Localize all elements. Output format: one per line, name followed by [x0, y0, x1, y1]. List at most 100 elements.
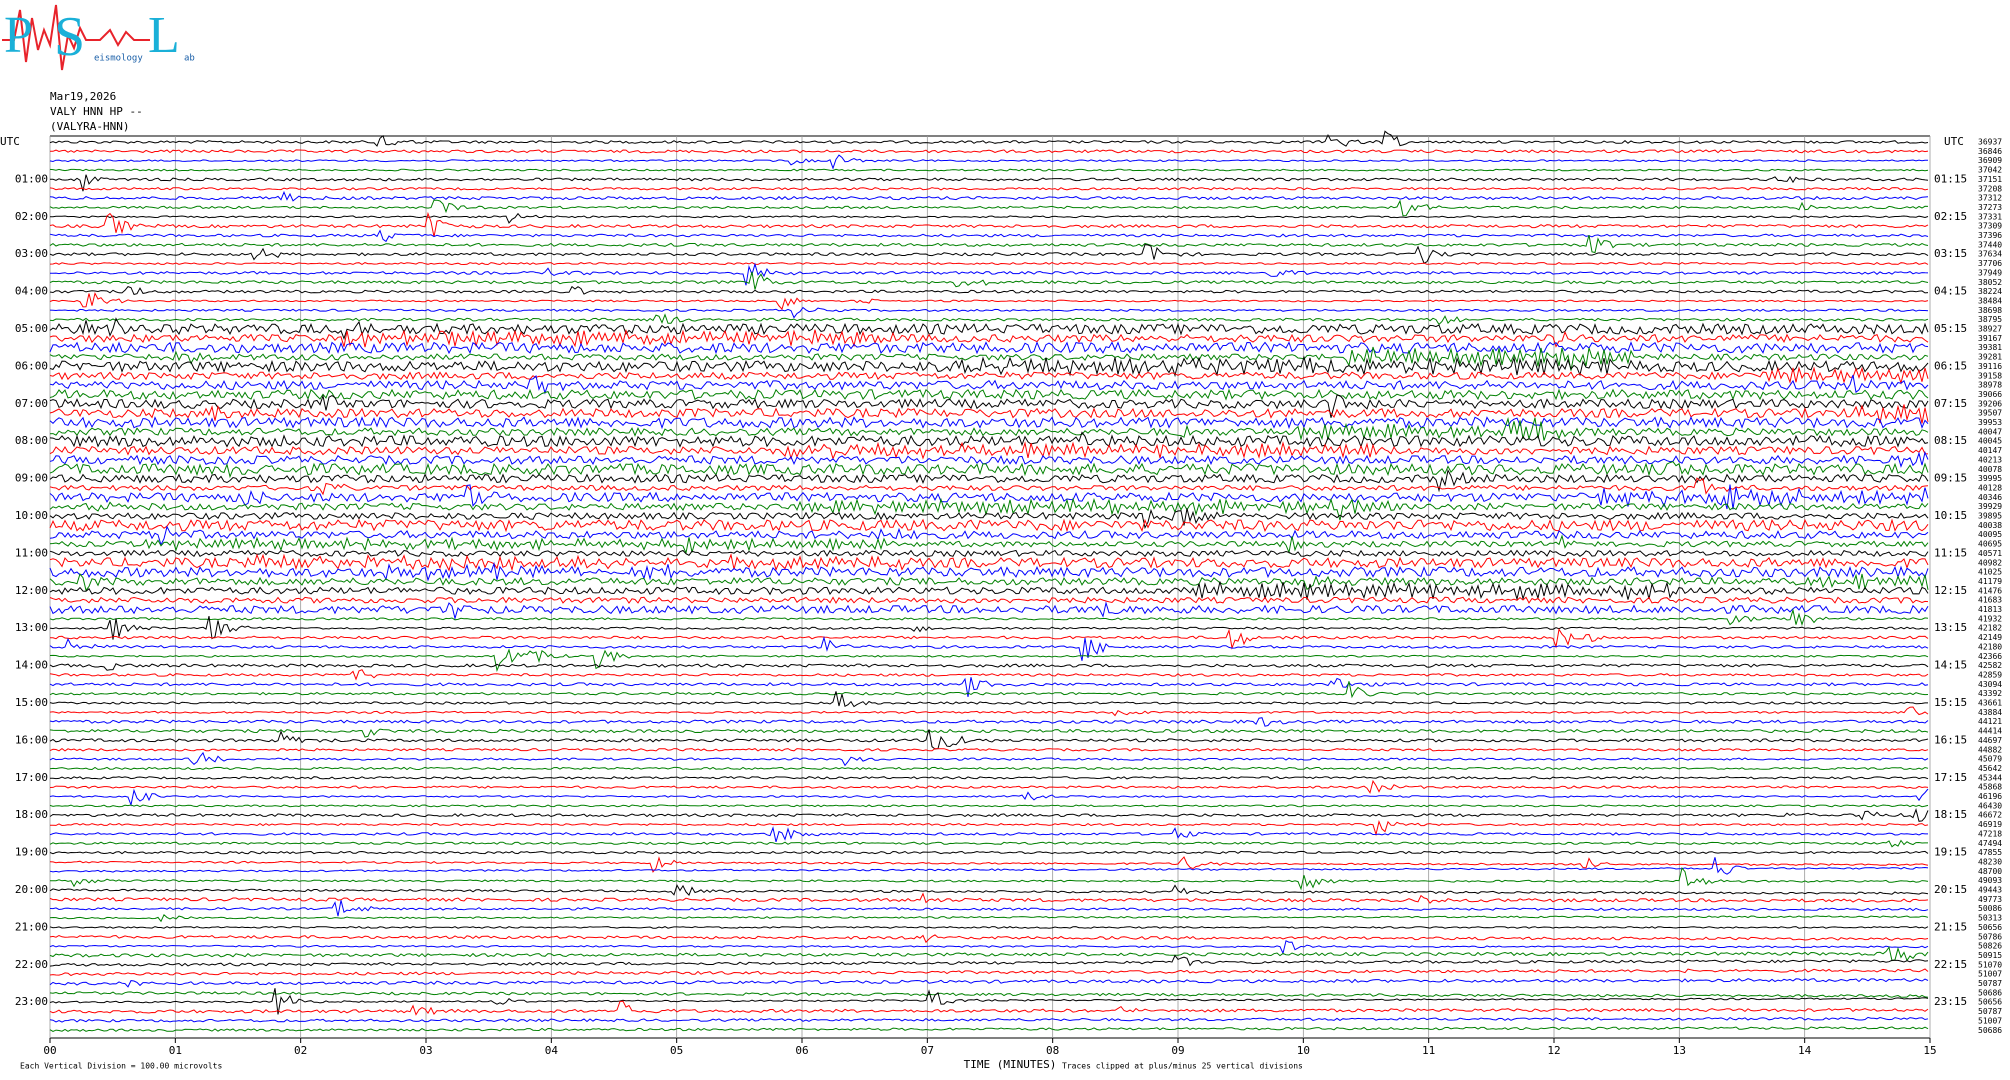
- trace: [49, 234, 1929, 254]
- right-hour-label: 02:15: [1934, 210, 1967, 223]
- x-tick-label: 06: [795, 1044, 808, 1057]
- left-hour-label: 06:00: [15, 359, 48, 372]
- trace: [49, 484, 1929, 510]
- right-hour-label: 11:15: [1934, 546, 1967, 559]
- x-tick-label: 03: [419, 1044, 432, 1057]
- right-hour-label: 22:15: [1934, 958, 1967, 971]
- row-value: 41025: [1978, 568, 2002, 577]
- right-hour-label: 12:15: [1934, 584, 1967, 597]
- row-value: 40128: [1978, 483, 2002, 492]
- row-value: 43661: [1978, 699, 2002, 708]
- trace: [49, 648, 1929, 672]
- row-value: 37440: [1978, 240, 2002, 249]
- row-value: 44697: [1978, 736, 2002, 745]
- trace: [49, 751, 1929, 767]
- trace: [49, 553, 1929, 572]
- x-axis-title: TIME (MINUTES): [964, 1058, 1057, 1071]
- left-hour-label: 02:00: [15, 210, 48, 223]
- row-value: 48700: [1978, 867, 2002, 876]
- row-value: 40346: [1978, 493, 2002, 502]
- left-hour-label: 14:00: [15, 659, 48, 672]
- trace: [49, 892, 1929, 904]
- trace: [49, 313, 1929, 326]
- trace: [49, 669, 1929, 681]
- trace: [49, 416, 1929, 441]
- row-value: 39507: [1978, 409, 2002, 418]
- header-date: Mar19,2026: [50, 90, 116, 103]
- trace: [49, 934, 1929, 944]
- x-tick-label: 00: [43, 1044, 56, 1057]
- right-hour-label: 05:15: [1934, 322, 1967, 335]
- right-hour-label: 23:15: [1934, 995, 1967, 1008]
- trace: [49, 804, 1929, 808]
- trace: [49, 883, 1929, 897]
- x-tick-label: 12: [1547, 1044, 1560, 1057]
- right-hour-label: 01:15: [1934, 172, 1967, 185]
- x-tick-label: 10: [1297, 1044, 1310, 1057]
- left-hour-label: 11:00: [15, 546, 48, 559]
- trace: [49, 663, 1929, 671]
- trace: [49, 728, 1929, 738]
- trace: [49, 450, 1929, 468]
- logo: P S L eismology ab: [2, 4, 195, 71]
- left-hour-label: 20:00: [15, 883, 48, 896]
- left-hour-label: 23:00: [15, 995, 48, 1008]
- left-utc: UTC: [0, 135, 20, 148]
- trace: [49, 477, 1929, 496]
- row-value: 38927: [1978, 325, 2002, 334]
- row-value: 39953: [1978, 418, 2002, 427]
- trace: [49, 913, 1929, 923]
- row-value: 45079: [1978, 755, 2002, 764]
- x-tick-label: 13: [1673, 1044, 1686, 1057]
- row-value: 50086: [1978, 904, 2002, 913]
- row-value: 40147: [1978, 446, 2002, 455]
- x-tick-label: 01: [169, 1044, 182, 1057]
- row-value: 45344: [1978, 773, 2002, 782]
- row-value: 50656: [1978, 923, 2002, 932]
- row-value: 46672: [1978, 811, 2002, 820]
- trace: [49, 461, 1929, 479]
- trace: [49, 525, 1929, 547]
- right-hour-label: 08:15: [1934, 434, 1967, 447]
- right-hour-label: 06:15: [1934, 359, 1967, 372]
- row-value: 44414: [1978, 727, 2002, 736]
- trace: [50, 867, 1929, 891]
- trace: [49, 839, 1928, 848]
- row-value: 49443: [1978, 886, 2002, 895]
- row-value: 39929: [1978, 502, 2002, 511]
- trace: [49, 1026, 1929, 1032]
- row-value: 40695: [1978, 540, 2002, 549]
- row-value: 45642: [1978, 764, 2002, 773]
- trace: [49, 779, 1929, 794]
- trace: [49, 1000, 1929, 1016]
- row-value: 42180: [1978, 642, 2002, 651]
- row-value: 39066: [1978, 390, 2002, 399]
- trace: [49, 926, 1929, 929]
- row-value: 37706: [1978, 259, 2002, 268]
- row-value: 46430: [1978, 801, 2002, 810]
- row-value: 46919: [1978, 820, 2002, 829]
- x-tick-label: 08: [1046, 1044, 1059, 1057]
- left-hour-label: 09:00: [15, 472, 48, 485]
- logo-wave: [2, 4, 150, 71]
- trace: [49, 581, 1929, 601]
- trace: [49, 292, 1929, 311]
- trace: [49, 431, 1929, 449]
- trace: [49, 285, 1929, 295]
- row-value: 50826: [1978, 942, 2002, 951]
- trace: [49, 596, 1929, 605]
- trace: [49, 946, 1929, 962]
- row-value: 40571: [1978, 549, 2002, 558]
- right-hour-label: 09:15: [1934, 472, 1967, 485]
- trace: [49, 991, 1929, 998]
- trace: [49, 199, 1929, 217]
- right-hour-label: 17:15: [1934, 771, 1967, 784]
- row-value: 42182: [1978, 624, 2002, 633]
- trace: [49, 826, 1928, 843]
- trace: [49, 328, 1929, 348]
- row-value: 41813: [1978, 605, 2002, 614]
- row-value: 37151: [1978, 175, 2002, 184]
- left-hour-label: 19:00: [15, 846, 48, 859]
- trace: [49, 628, 1929, 650]
- trace: [49, 271, 1929, 290]
